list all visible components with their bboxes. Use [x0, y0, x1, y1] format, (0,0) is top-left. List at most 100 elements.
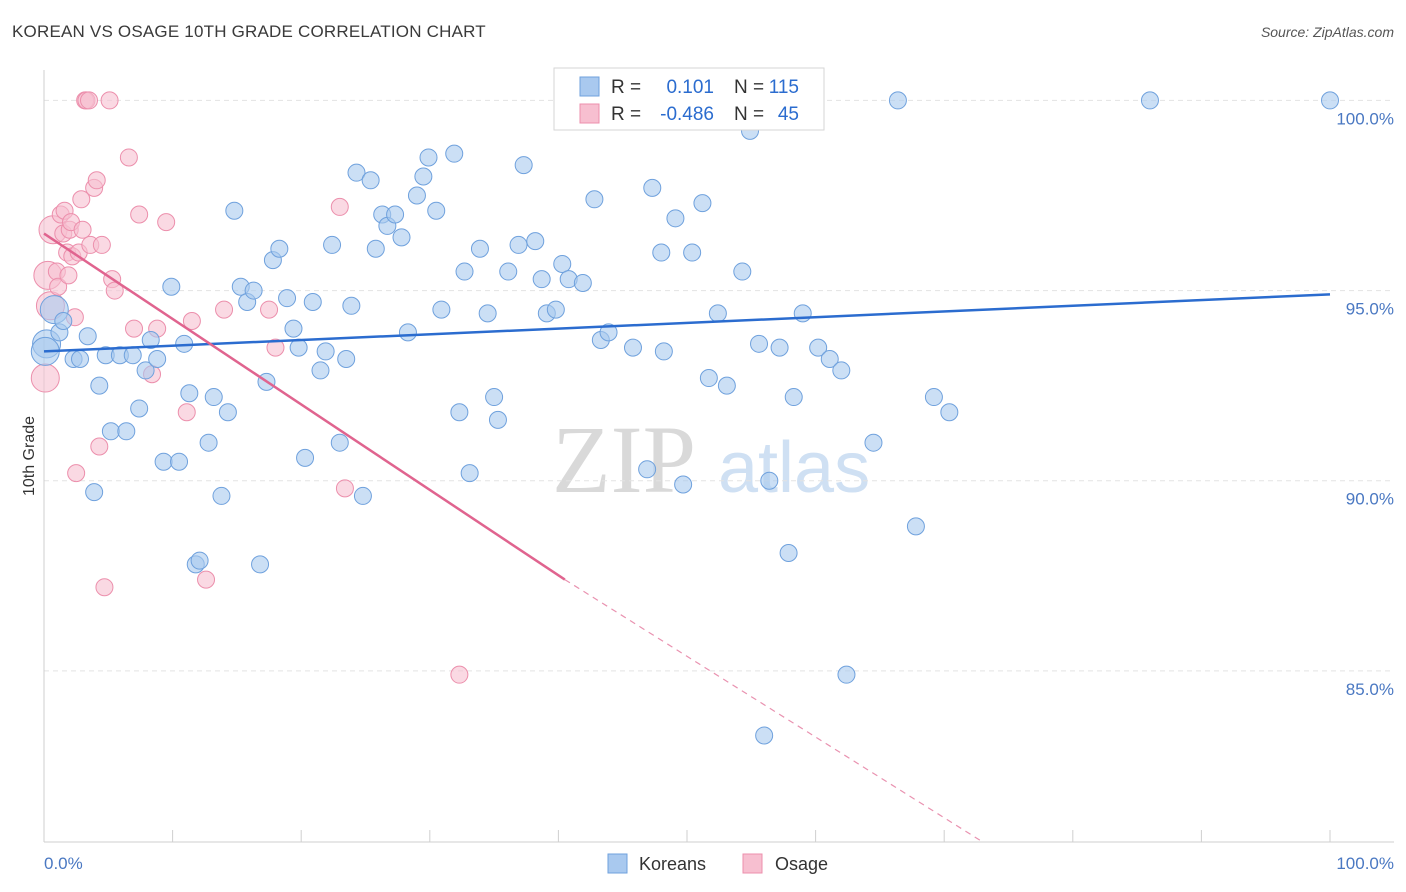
legend: R = 0.101 N = 115 R = -0.486 N = 45 — [553, 67, 825, 131]
osage-point-24 — [87, 171, 106, 190]
legend-r-label-osage: R = — [611, 104, 641, 125]
korean-point-6 — [78, 327, 97, 346]
korean-series — [30, 91, 1339, 745]
korean-point-13 — [123, 346, 142, 365]
x-tick-labels: 0.0% 100.0% — [44, 854, 1394, 873]
korean-point-45 — [330, 433, 349, 452]
trendlines — [43, 232, 1331, 843]
korean-point-42 — [311, 361, 330, 380]
korean-point-33 — [251, 555, 270, 574]
korean-point-10 — [101, 422, 120, 441]
y-tick-label-0: 85.0% — [1346, 680, 1394, 699]
legend-r-label-korean: R = — [611, 77, 641, 98]
korean-point-38 — [284, 319, 303, 338]
korean-point-89 — [666, 209, 685, 228]
korean-point-106 — [832, 361, 851, 380]
legend-swatch-osage — [579, 103, 600, 124]
korean-point-98 — [750, 334, 769, 353]
korean-point-113 — [1140, 91, 1159, 110]
chart-title: KOREAN VS OSAGE 10TH GRADE CORRELATION C… — [12, 22, 486, 41]
korean-point-48 — [347, 163, 366, 182]
korean-point-84 — [623, 338, 642, 357]
korean-point-73 — [526, 232, 545, 251]
korean-point-68 — [485, 388, 504, 407]
x-tick-label-max: 100.0% — [1336, 854, 1394, 873]
x-tick-label-min: 0.0% — [44, 854, 83, 873]
source-label: Source: ZipAtlas.com — [1260, 24, 1394, 40]
korean-point-27 — [212, 486, 231, 505]
korean-point-103 — [793, 304, 812, 323]
korean-point-49 — [353, 486, 372, 505]
y-tick-label-2: 95.0% — [1346, 300, 1394, 319]
watermark-atlas: atlas — [718, 428, 870, 508]
osage-point-26 — [92, 235, 111, 254]
osage-point-28 — [100, 91, 119, 110]
korean-point-65 — [460, 464, 479, 483]
osage-point-25 — [90, 437, 109, 456]
bottom-legend-swatch-osage — [742, 853, 763, 874]
korean-point-25 — [199, 433, 218, 452]
bottom-legend-swatch-korean — [607, 853, 628, 874]
korean-point-91 — [683, 243, 702, 262]
watermark-zip: ZIP — [552, 406, 696, 513]
korean-point-3 — [54, 311, 73, 330]
legend-n-label-korean: N = — [734, 77, 764, 98]
korean-point-104 — [809, 338, 828, 357]
korean-point-95 — [717, 376, 736, 395]
korean-point-28 — [218, 403, 237, 422]
osage-point-41 — [260, 300, 279, 319]
legend-r-value-korean: 0.101 — [666, 77, 714, 98]
osage-trendline — [43, 232, 566, 581]
korean-point-96 — [733, 262, 752, 281]
korean-point-94 — [708, 304, 727, 323]
korean-point-41 — [303, 292, 322, 311]
y-tick-labels: 85.0% 90.0% 95.0% 100.0% — [1336, 109, 1394, 698]
korean-point-5 — [71, 350, 90, 369]
korean-point-72 — [514, 156, 533, 175]
axes — [43, 70, 1394, 843]
korean-point-47 — [342, 296, 361, 315]
korean-point-18 — [154, 452, 173, 471]
korean-point-83 — [599, 323, 618, 342]
korean-point-88 — [654, 342, 673, 361]
osage-point-10 — [59, 266, 78, 285]
korean-point-70 — [499, 262, 518, 281]
korean-point-20 — [170, 452, 189, 471]
korean-point-61 — [432, 300, 451, 319]
korean-point-16 — [141, 331, 160, 350]
korean-point-110 — [906, 517, 925, 536]
bottom-legend-korean: Koreans — [639, 854, 706, 874]
osage-point-45 — [450, 665, 469, 684]
korean-point-92 — [693, 194, 712, 213]
y-tick-label-3: 100.0% — [1336, 109, 1394, 128]
legend-swatch-korean — [579, 76, 600, 97]
korean-point-40 — [296, 448, 315, 467]
korean-point-109 — [888, 91, 907, 110]
korean-point-55 — [392, 228, 411, 247]
korean-point-22 — [180, 384, 199, 403]
korean-point-26 — [204, 388, 223, 407]
korean-point-100 — [770, 338, 789, 357]
korean-point-99 — [760, 471, 779, 490]
osage-point-5 — [49, 277, 68, 296]
korean-trendline — [43, 293, 1331, 353]
grid — [44, 99, 1394, 672]
osage-point-42 — [266, 338, 285, 357]
korean-point-69 — [488, 410, 507, 429]
korean-point-60 — [427, 201, 446, 220]
korean-point-29 — [225, 201, 244, 220]
korean-point-102 — [784, 388, 803, 407]
korean-point-15 — [136, 361, 155, 380]
legend-n-label-osage: N = — [734, 104, 764, 125]
korean-point-80 — [573, 273, 592, 292]
osage-point-38 — [182, 311, 201, 330]
korean-point-86 — [643, 178, 662, 197]
korean-point-93 — [699, 369, 718, 388]
korean-point-14 — [130, 399, 149, 418]
y-axis-label: 10th Grade — [21, 416, 38, 496]
korean-point-37 — [278, 289, 297, 308]
korean-point-59 — [419, 148, 438, 167]
korean-point-81 — [585, 190, 604, 209]
korean-point-115 — [755, 726, 774, 745]
korean-point-63 — [450, 403, 469, 422]
